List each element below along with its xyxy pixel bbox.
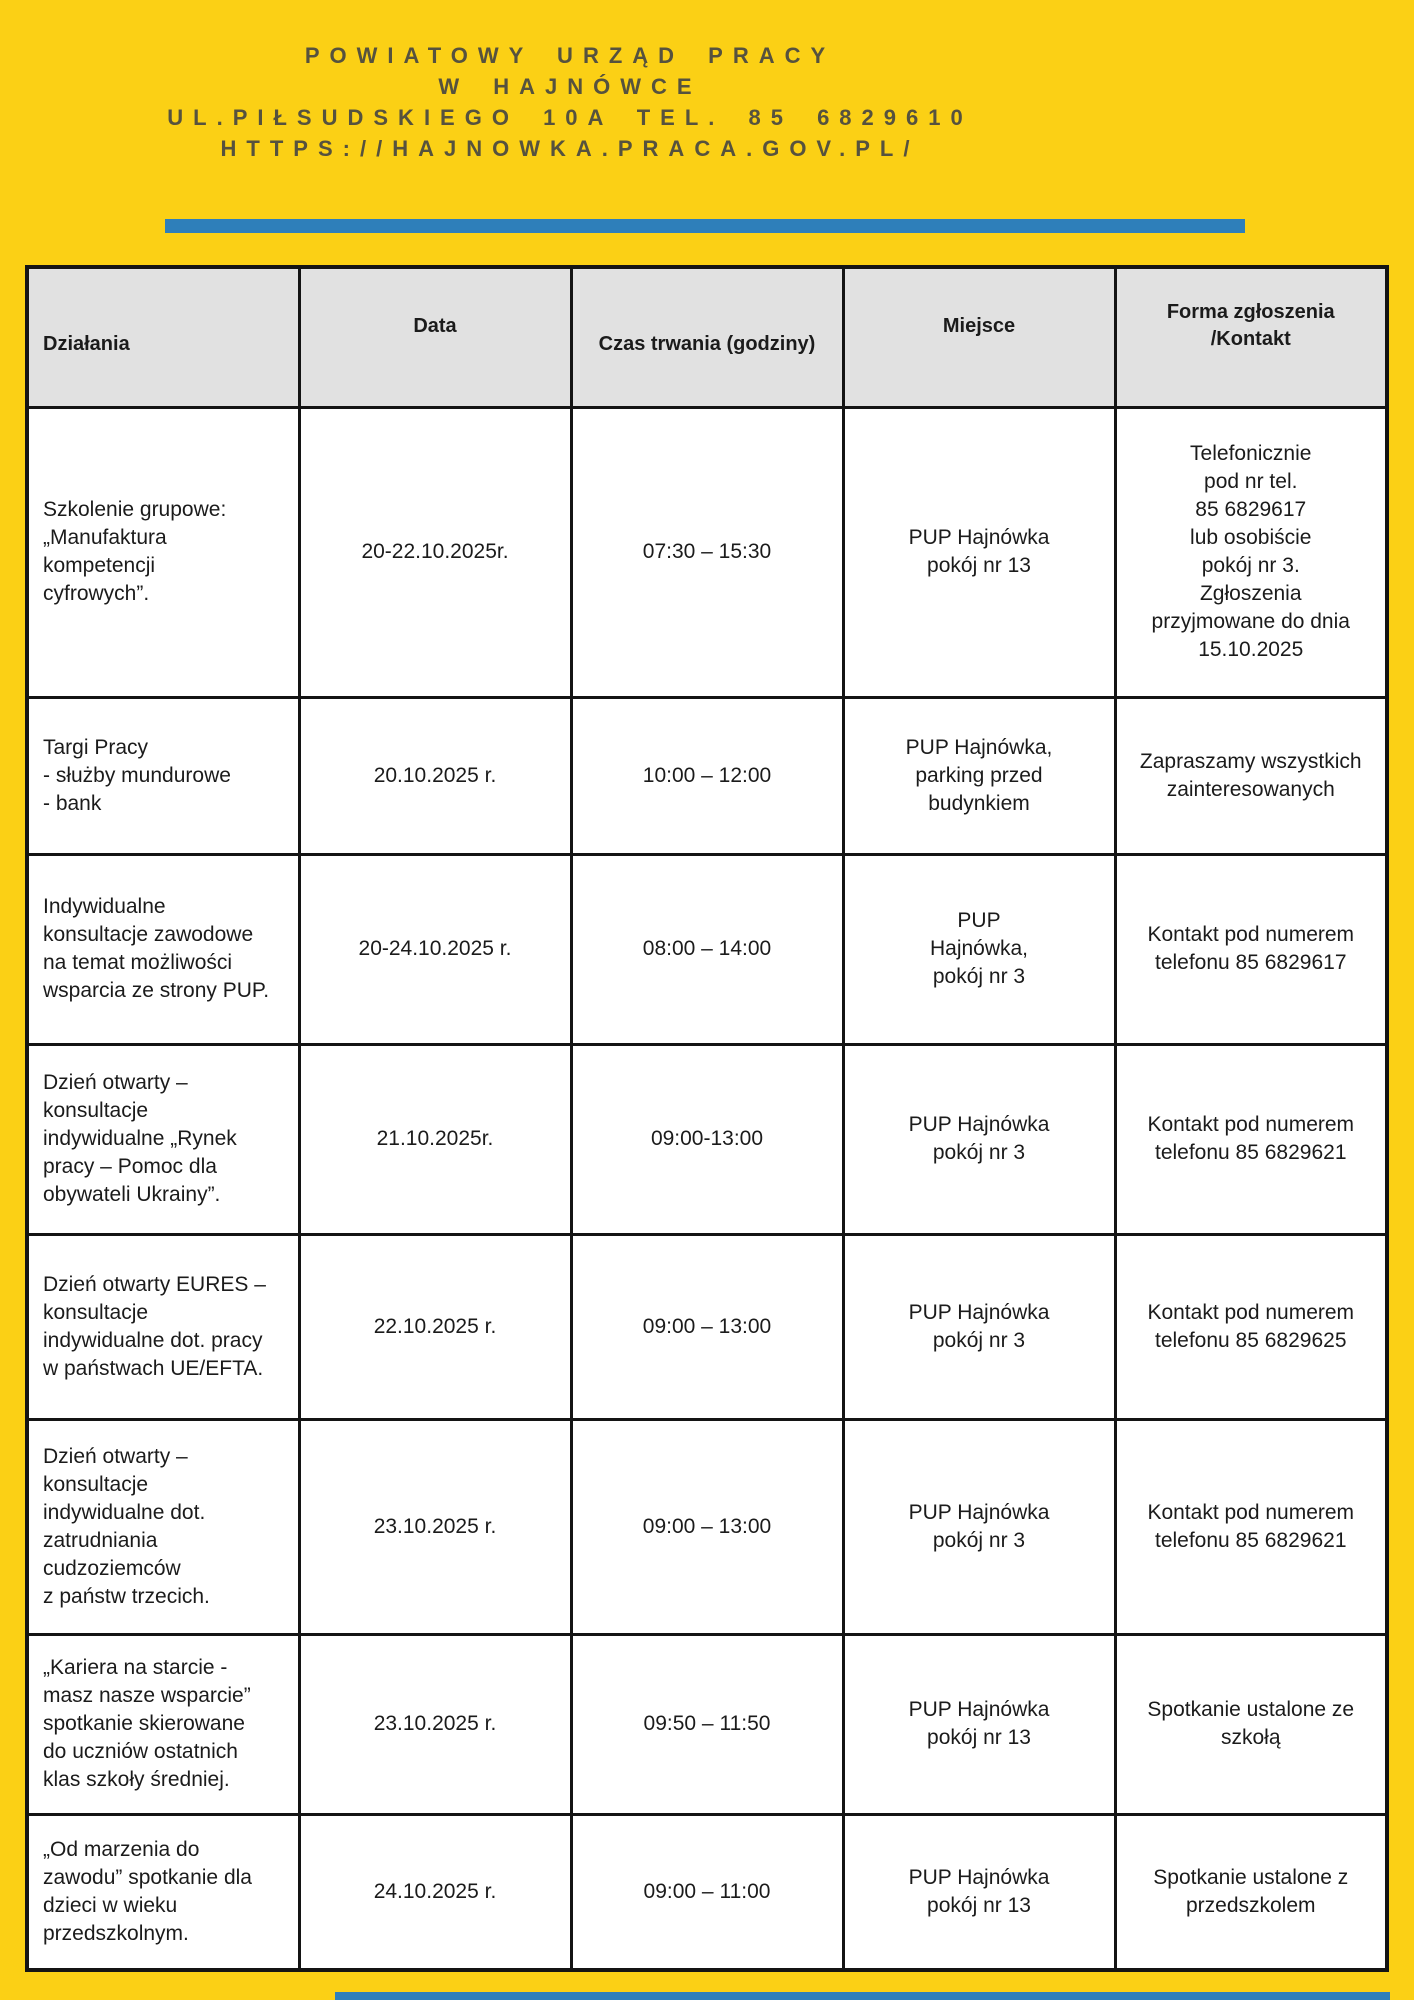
cell-contact: Kontakt pod numerem telefonu 85 6829621 — [1113, 1042, 1389, 1236]
cell-place: PUP Hajnówka pokój nr 13 — [841, 1812, 1117, 1972]
column-header-place: Miejsce — [841, 265, 1117, 409]
cell-date: 21.10.2025r. — [297, 1042, 573, 1236]
top-accent-bar — [165, 219, 1245, 233]
cell-contact: Zapraszamy wszystkich zainteresowanych — [1113, 695, 1389, 856]
cell-time: 09:00 – 13:00 — [569, 1417, 845, 1636]
cell-activity: Targi Pracy - służby mundurowe - bank — [25, 695, 301, 856]
cell-time: 09:50 – 11:50 — [569, 1632, 845, 1816]
table-header-row: Działania Data Czas trwania (godziny) Mi… — [25, 265, 1389, 409]
cell-activity: „Od marzenia do zawodu” spotkanie dla dz… — [25, 1812, 301, 1972]
table-row: Indywidualne konsultacje zawodowe na tem… — [25, 852, 1389, 1046]
cell-time: 09:00-13:00 — [569, 1042, 845, 1236]
header-org-name: POWIATOWY URZĄD PRACY — [304, 43, 836, 68]
cell-time: 10:00 – 12:00 — [569, 695, 845, 856]
cell-contact: Telefonicznie pod nr tel. 85 6829617 lub… — [1113, 405, 1389, 699]
cell-time: 07:30 – 15:30 — [569, 405, 845, 699]
events-table: Działania Data Czas trwania (godziny) Mi… — [25, 265, 1389, 1972]
cell-time: 08:00 – 14:00 — [569, 852, 845, 1046]
cell-place: PUP Hajnówka pokój nr 13 — [841, 1632, 1117, 1816]
table-row: Dzień otwarty – konsultacje indywidualne… — [25, 1042, 1389, 1236]
cell-place: PUP Hajnówka pokój nr 3 — [841, 1417, 1117, 1636]
cell-contact: Kontakt pod numerem telefonu 85 6829621 — [1113, 1417, 1389, 1636]
table-row: Dzień otwarty EURES – konsultacje indywi… — [25, 1232, 1389, 1421]
table-row: Targi Pracy - służby mundurowe - bank 20… — [25, 695, 1389, 856]
table-row: „Od marzenia do zawodu” spotkanie dla dz… — [25, 1812, 1389, 1972]
cell-activity: Szkolenie grupowe: „Manufaktura kompeten… — [25, 405, 301, 699]
cell-place: PUP Hajnówka pokój nr 13 — [841, 405, 1117, 699]
cell-place: PUP Hajnówka, parking przed budynkiem — [841, 695, 1117, 856]
cell-contact: Kontakt pod numerem telefonu 85 6829625 — [1113, 1232, 1389, 1421]
cell-activity: Dzień otwarty – konsultacje indywidualne… — [25, 1417, 301, 1636]
bottom-accent-bar — [335, 1992, 1390, 2000]
header-org-city: W HAJNÓWCE — [438, 74, 702, 99]
page-header: POWIATOWY URZĄD PRACY W HAJNÓWCE UL.PIŁS… — [0, 40, 1140, 164]
cell-place: PUP Hajnówka pokój nr 3 — [841, 1232, 1117, 1421]
cell-activity: „Kariera na starcie - masz nasze wsparci… — [25, 1632, 301, 1816]
table-row: Szkolenie grupowe: „Manufaktura kompeten… — [25, 405, 1389, 699]
column-header-contact: Forma zgłoszenia /Kontakt — [1113, 265, 1389, 409]
cell-time: 09:00 – 13:00 — [569, 1232, 845, 1421]
cell-date: 24.10.2025 r. — [297, 1812, 573, 1972]
cell-contact: Spotkanie ustalone z przedszkolem — [1113, 1812, 1389, 1972]
header-website: HTTPS://HAJNOWKA.PRACA.GOV.PL/ — [220, 136, 920, 161]
cell-activity: Dzień otwarty – konsultacje indywidualne… — [25, 1042, 301, 1236]
cell-contact: Spotkanie ustalone ze szkołą — [1113, 1632, 1389, 1816]
cell-date: 23.10.2025 r. — [297, 1632, 573, 1816]
cell-activity: Indywidualne konsultacje zawodowe na tem… — [25, 852, 301, 1046]
table-row: Dzień otwarty – konsultacje indywidualne… — [25, 1417, 1389, 1636]
table-row: „Kariera na starcie - masz nasze wsparci… — [25, 1632, 1389, 1816]
column-header-date: Data — [297, 265, 573, 409]
cell-place: PUP Hajnówka pokój nr 3 — [841, 1042, 1117, 1236]
cell-contact: Kontakt pod numerem telefonu 85 6829617 — [1113, 852, 1389, 1046]
column-header-duration: Czas trwania (godziny) — [569, 265, 845, 409]
cell-activity: Dzień otwarty EURES – konsultacje indywi… — [25, 1232, 301, 1421]
column-header-activities: Działania — [25, 265, 301, 409]
cell-date: 23.10.2025 r. — [297, 1417, 573, 1636]
cell-place: PUP Hajnówka, pokój nr 3 — [841, 852, 1117, 1046]
cell-time: 09:00 – 11:00 — [569, 1812, 845, 1972]
cell-date: 20-22.10.2025r. — [297, 405, 573, 699]
cell-date: 20.10.2025 r. — [297, 695, 573, 856]
cell-date: 22.10.2025 r. — [297, 1232, 573, 1421]
header-address-phone: UL.PIŁSUDSKIEGO 10A TEL. 85 6829610 — [167, 105, 973, 130]
cell-date: 20-24.10.2025 r. — [297, 852, 573, 1046]
